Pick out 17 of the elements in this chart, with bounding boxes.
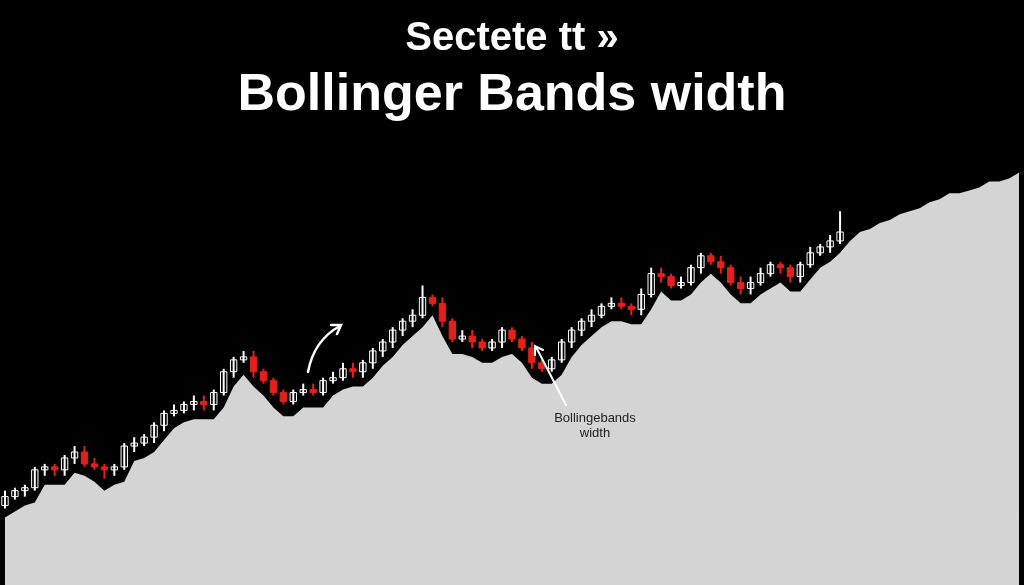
candlestick (140, 433, 148, 448)
candlestick (518, 335, 526, 352)
candlestick (110, 462, 119, 477)
candlestick (41, 462, 49, 477)
chart-subtitle: Sectete tt » (404, 14, 620, 59)
candlestick (51, 462, 59, 477)
candlestick (826, 233, 834, 254)
candlestick (508, 326, 516, 344)
candlestick (488, 338, 496, 352)
chart-title: Bollinger Bands width (236, 62, 788, 122)
candlestick (130, 436, 138, 454)
candlestick (468, 329, 476, 349)
candlestick (478, 338, 486, 352)
candlestick (836, 210, 844, 245)
candlestick (458, 329, 466, 344)
candlestick (379, 338, 387, 358)
annotation: Bollingebands width (553, 410, 637, 440)
